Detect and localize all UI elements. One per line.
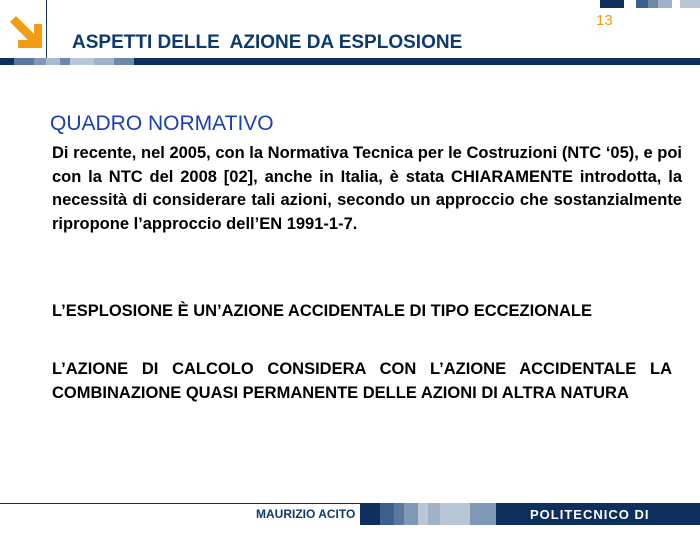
- footer-band: [360, 503, 700, 525]
- footer-line: [0, 503, 700, 504]
- statement-1: L’ESPLOSIONE È UN’AZIONE ACCIDENTALE DI …: [52, 302, 592, 320]
- body-paragraph: Di recente, nel 2005, con la Normativa T…: [52, 144, 682, 233]
- institution-logo-text: POLITECNICO DI MILANO: [530, 507, 650, 537]
- decorative-squares: [600, 0, 700, 8]
- slide-title: ASPETTI DELLE AZIONE DA ESPLOSIONE: [72, 32, 463, 53]
- section-subtitle: QUADRO NORMATIVO: [50, 112, 274, 135]
- author: MAURIZIO ACITO: [256, 507, 356, 521]
- arrow-down-right-icon: [10, 16, 42, 48]
- header-band: [0, 58, 700, 65]
- divider: [46, 0, 47, 58]
- page-number: 13: [596, 12, 613, 29]
- statement-2: L’AZIONE DI CALCOLO CONSIDERA CON L’AZIO…: [52, 360, 672, 402]
